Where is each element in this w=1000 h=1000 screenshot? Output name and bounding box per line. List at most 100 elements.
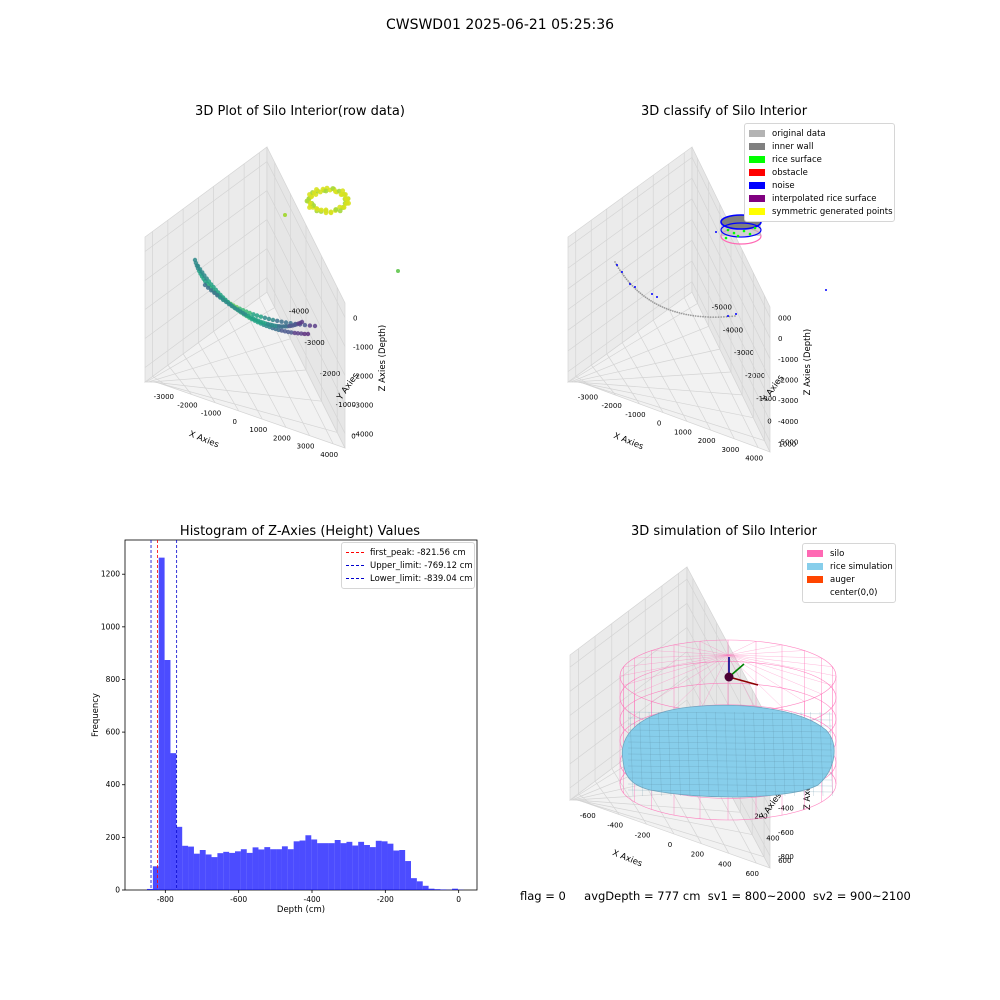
p1-data-point xyxy=(312,323,318,329)
p1-data-point xyxy=(202,282,208,288)
p2-y-tick-label: -3000 xyxy=(734,349,754,357)
p1-data-point xyxy=(337,204,343,210)
p2-original-point xyxy=(714,316,717,318)
p4-x-tick-label: -200 xyxy=(635,831,651,839)
p2-x-tick-label: -2000 xyxy=(601,402,621,410)
figure-title: CWSWD01 2025-06-21 05:25:36 xyxy=(385,17,615,33)
p2-original-point xyxy=(699,315,702,318)
p2-rice-point xyxy=(726,228,730,232)
panel-2-legend: original data inner wall rice surface obsta… xyxy=(744,123,895,222)
legend-entry: silo xyxy=(807,547,891,560)
p1-data-point xyxy=(292,330,297,336)
p2-original-point xyxy=(717,316,720,318)
p1-data-point xyxy=(279,319,284,324)
histogram-bar xyxy=(258,849,265,890)
p1-data-point xyxy=(318,207,324,213)
legend-swatch xyxy=(807,589,823,596)
p2-z-gridline xyxy=(567,239,771,401)
p4-silo-roof xyxy=(727,654,805,702)
p2-y-gridline xyxy=(577,381,754,419)
legend-swatch xyxy=(749,195,765,202)
p1-data-point xyxy=(283,320,289,325)
p2-x-tick-label: 0 xyxy=(657,420,661,428)
legend-label: auger xyxy=(830,574,855,585)
histogram-bar xyxy=(276,849,282,890)
p2-original-point xyxy=(680,312,683,315)
p2-original-point xyxy=(683,313,685,315)
p1-data-point xyxy=(195,263,201,269)
legend-label: center(0,0) xyxy=(830,587,878,598)
p2-noise-point xyxy=(825,289,827,291)
p4-y-tick-label: 200 xyxy=(754,812,767,820)
p1-data-point xyxy=(289,330,294,335)
p2-rice-point xyxy=(736,234,740,238)
p4-silo-roof xyxy=(727,650,805,656)
histogram-x-tick-label: -400 xyxy=(303,895,320,904)
p2-original-point xyxy=(634,288,637,290)
p4-rice-mesh xyxy=(639,711,643,797)
p2-y-tick-label: -1000 xyxy=(756,395,776,403)
p1-data-point xyxy=(266,316,272,322)
p4-x-arrow xyxy=(728,676,759,686)
p1-data-point xyxy=(258,314,264,319)
legend-swatch xyxy=(749,143,765,150)
p2-original-point xyxy=(667,308,670,311)
p2-z-gridline xyxy=(567,198,771,359)
panel-2-title: 3D classify of Silo Interior xyxy=(640,104,808,119)
panel-1-title: 3D Plot of Silo Interior(row data) xyxy=(195,104,405,119)
histogram-bar xyxy=(199,850,206,890)
p2-original-point xyxy=(674,310,676,313)
legend-swatch xyxy=(749,156,765,163)
p4-y-tick-label: 600 xyxy=(778,857,791,865)
histogram-bar xyxy=(411,878,417,890)
p2-rice-point xyxy=(724,236,728,240)
p4-x-tick-label: 600 xyxy=(746,870,759,878)
legend-entry: rice surface xyxy=(749,153,890,166)
histogram-bar xyxy=(281,846,288,890)
p2-z-gridline xyxy=(567,260,771,422)
histogram-y-axis-label: Frequency xyxy=(91,693,101,737)
histogram-legend: first_peak: -821.56 cm Upper_limit: -769.… xyxy=(341,542,475,589)
p1-data-point xyxy=(336,188,342,194)
p1-z-tick-label: -1000 xyxy=(353,344,373,352)
p4-rice-mesh xyxy=(686,711,691,797)
histogram-bar xyxy=(387,843,394,890)
p2-original-point xyxy=(637,291,640,293)
legend-label: rice simulation xyxy=(830,561,893,572)
histogram-bar xyxy=(252,847,259,890)
p2-original-point xyxy=(631,285,634,287)
p2-y-gridline xyxy=(573,371,732,383)
p2-z-gridline xyxy=(567,218,771,380)
p4-silo-roof xyxy=(727,654,833,667)
p2-original-point xyxy=(625,278,628,281)
p2-original-point xyxy=(671,310,674,312)
p4-silo-roof xyxy=(727,654,783,708)
p1-y-gridline xyxy=(154,381,338,433)
p4-rice-mesh xyxy=(627,765,833,769)
p2-original-point xyxy=(685,313,688,316)
histogram-bar xyxy=(246,852,253,890)
p1-x-tick-label: -1000 xyxy=(201,410,221,418)
p4-rice-mesh xyxy=(772,711,776,797)
p1-z-gridline xyxy=(144,160,346,318)
histogram-bar xyxy=(205,854,212,890)
p2-noise-point xyxy=(715,231,717,233)
p4-rice-mesh xyxy=(762,711,767,797)
histogram-x-tick-label: -600 xyxy=(230,895,247,904)
p4-silo-roof xyxy=(651,650,729,656)
p2-y-gridline xyxy=(570,325,709,383)
p4-rice-mesh xyxy=(705,711,710,797)
p4-rice-mesh xyxy=(715,711,719,797)
histogram-bar xyxy=(235,851,241,890)
histogram-bar xyxy=(299,840,306,890)
p2-original-point xyxy=(731,315,734,318)
p2-y-tick-label: 1000 xyxy=(778,441,796,449)
p1-data-point xyxy=(262,315,268,320)
p1-z-axis-label: Z Axies (Depth) xyxy=(378,325,388,392)
p1-data-point xyxy=(307,323,313,328)
p1-x-tick-label: 2000 xyxy=(273,434,291,442)
p2-rice-point xyxy=(732,231,736,235)
p2-original-point xyxy=(627,280,629,282)
legend-swatch xyxy=(749,208,765,215)
p1-x-tick-label: 1000 xyxy=(249,426,267,434)
